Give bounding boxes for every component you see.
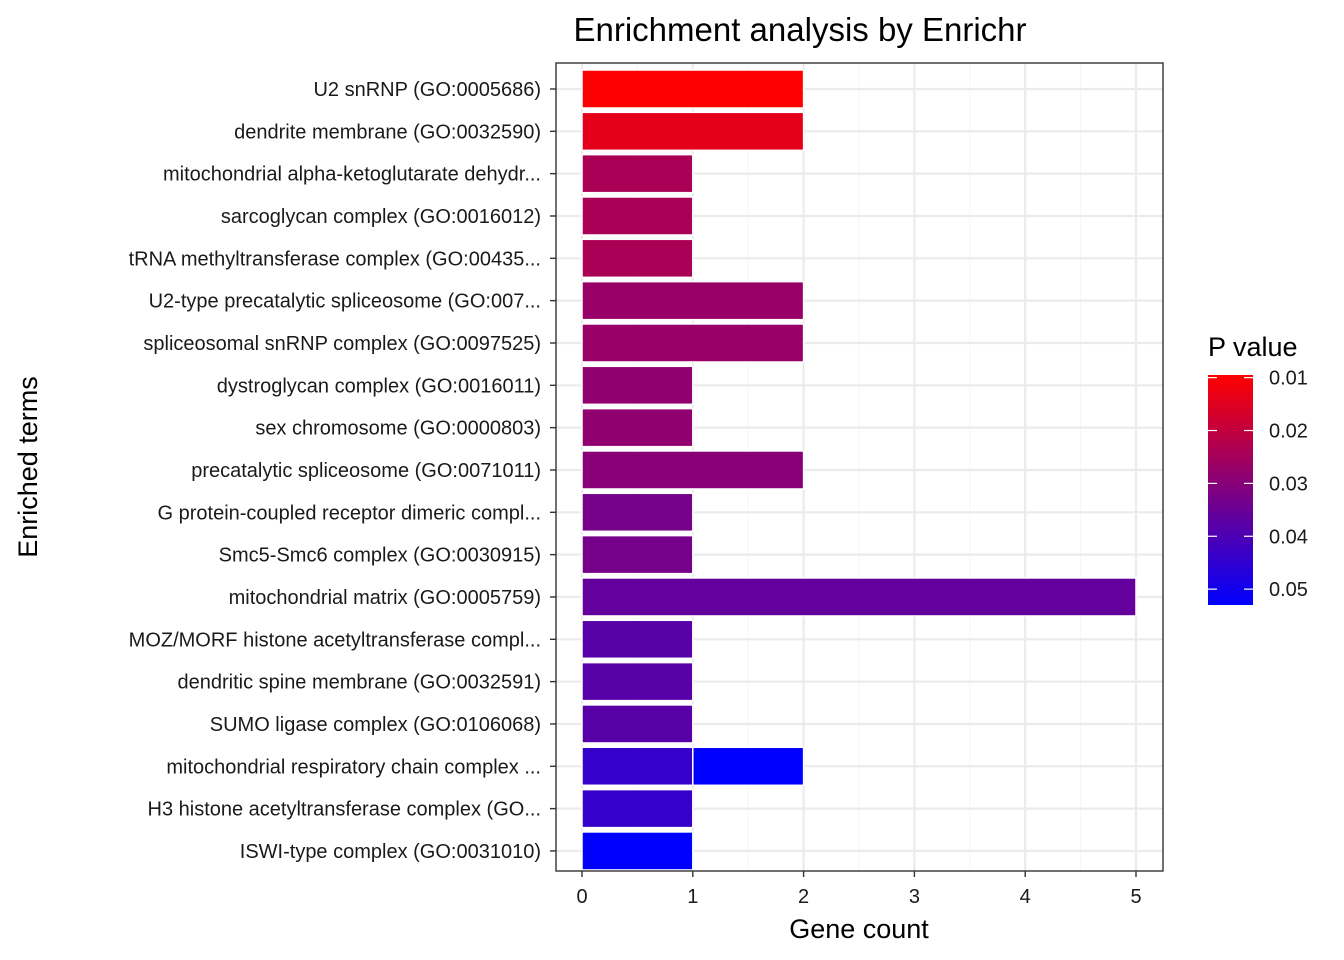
y-tick-label: mitochondrial alpha-ketoglutarate dehydr… xyxy=(163,164,541,186)
x-tick-label: 1 xyxy=(687,886,698,908)
y-tick-label: G protein-coupled receptor dimeric compl… xyxy=(158,502,542,524)
x-tick-label: 5 xyxy=(1130,886,1141,908)
legend-tick-label: 0.04 xyxy=(1269,526,1308,548)
bar-segment xyxy=(692,746,805,787)
bar-segment xyxy=(581,69,805,109)
y-axis-title: Enriched terms xyxy=(13,376,43,558)
legend-tick-label: 0.05 xyxy=(1269,579,1308,601)
legend-tick-label: 0.02 xyxy=(1269,421,1308,443)
bar-segment xyxy=(581,788,694,829)
panel-border xyxy=(555,62,1164,872)
bar-segment xyxy=(581,365,694,406)
bar-segment xyxy=(581,746,694,787)
y-tick-label: dendrite membrane (GO:0032590) xyxy=(234,121,541,143)
bar-segment xyxy=(581,280,805,321)
legend-title: P value xyxy=(1208,332,1298,362)
y-tick-label: Smc5-Smc6 complex (GO:0030915) xyxy=(219,545,541,567)
bar-segment xyxy=(581,534,694,575)
y-tick-label: spliceosomal snRNP complex (GO:0097525) xyxy=(143,333,541,355)
y-tick-label: precatalytic spliceosome (GO:0071011) xyxy=(191,460,541,482)
x-tick-label: 3 xyxy=(909,886,920,908)
y-tick-label: tRNA methyltransferase complex (GO:00435… xyxy=(129,248,541,270)
legend-colorbar xyxy=(1208,375,1253,605)
bar-segment xyxy=(581,153,694,194)
bar-segment xyxy=(581,831,694,871)
x-tick-label: 0 xyxy=(576,886,587,908)
y-tick-label: H3 histone acetyltransferase complex (GO… xyxy=(148,799,542,821)
bar-segment xyxy=(581,619,694,660)
chart-title: Enrichment analysis by Enrichr xyxy=(573,11,1026,48)
bar-segment xyxy=(581,661,694,702)
y-tick-label: mitochondrial respiratory chain complex … xyxy=(166,756,541,778)
bar-segment xyxy=(581,238,694,279)
legend-tick-label: 0.01 xyxy=(1269,368,1308,390)
y-tick-label: sex chromosome (GO:0000803) xyxy=(255,418,541,440)
y-tick-label: mitochondrial matrix (GO:0005759) xyxy=(229,587,541,609)
bar-segment xyxy=(581,577,1137,617)
y-tick-label: U2 snRNP (GO:0005686) xyxy=(313,79,541,101)
bar-segment xyxy=(581,492,694,533)
bar-segment xyxy=(581,704,694,744)
legend: P value 0.01 0.02 0.03 0.04 0.05 xyxy=(1208,332,1308,605)
y-axis: U2 snRNP (GO:0005686) dendrite membrane (… xyxy=(129,79,556,863)
bar-segment xyxy=(581,323,805,363)
bars-group xyxy=(581,69,1137,871)
bar-segment xyxy=(581,450,805,490)
bar-segment xyxy=(581,407,694,448)
x-axis: 0 1 2 3 4 5 xyxy=(576,871,1142,908)
bar-segment xyxy=(581,111,805,152)
y-tick-label: MOZ/MORF histone acetyltransferase compl… xyxy=(129,629,541,651)
x-tick-label: 4 xyxy=(1020,886,1031,908)
y-tick-label: dendritic spine membrane (GO:0032591) xyxy=(177,672,541,694)
y-tick-label: U2-type precatalytic spliceosome (GO:007… xyxy=(149,291,541,313)
x-axis-title: Gene count xyxy=(789,914,929,944)
y-tick-label: SUMO ligase complex (GO:0106068) xyxy=(210,714,541,736)
y-tick-label: ISWI-type complex (GO:0031010) xyxy=(240,841,541,863)
x-tick-label: 2 xyxy=(798,886,809,908)
legend-tick-label: 0.03 xyxy=(1269,473,1308,495)
y-tick-label: dystroglycan complex (GO:0016011) xyxy=(217,375,541,397)
bar-segment xyxy=(581,196,694,236)
y-tick-label: sarcoglycan complex (GO:0016012) xyxy=(221,206,541,228)
